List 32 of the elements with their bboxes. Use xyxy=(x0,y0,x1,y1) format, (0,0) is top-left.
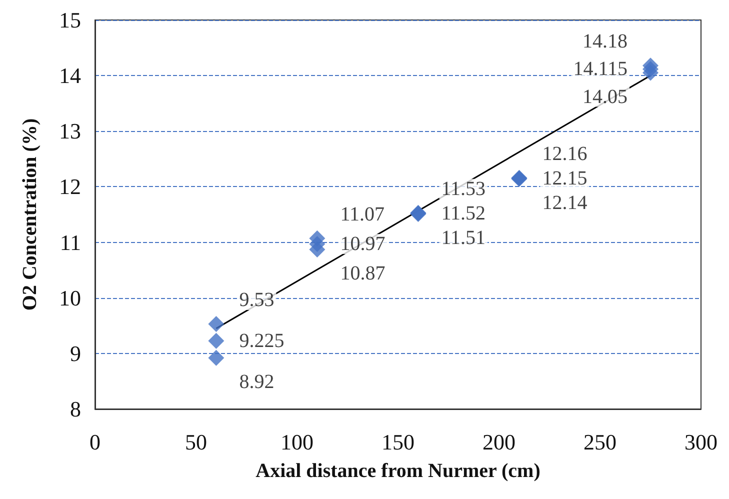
data-label: 10.87 xyxy=(340,262,386,285)
y-tick-label: 8 xyxy=(70,396,81,422)
data-label: 14.115 xyxy=(573,58,628,80)
x-tick-label: 0 xyxy=(90,430,100,454)
data-label: 12.14 xyxy=(542,192,588,214)
data-label: 8.92 xyxy=(239,370,274,393)
x-axis-title: Axial distance from Nurmer (cm) xyxy=(256,460,540,482)
x-tick-label: 200 xyxy=(482,430,516,454)
y-tick-label: 10 xyxy=(59,285,81,310)
data-label: 11.07 xyxy=(340,203,384,226)
x-tick-label: 100 xyxy=(280,430,314,454)
data-label: 11.51 xyxy=(441,226,486,249)
x-tick-label: 150 xyxy=(382,430,414,454)
x-tick-label: 250 xyxy=(584,430,616,454)
x-tick-label: 50 xyxy=(185,430,207,454)
y-tick-label: 14 xyxy=(59,63,81,88)
data-label: 9.53 xyxy=(239,288,274,311)
data-label: 11.53 xyxy=(441,178,486,200)
data-label: 12.15 xyxy=(542,167,588,190)
y-tick-label: 11 xyxy=(60,230,81,255)
y-tick-label: 13 xyxy=(59,118,81,144)
data-label: 10.97 xyxy=(340,232,386,255)
y-tick-label: 12 xyxy=(59,174,81,200)
data-label: 14.18 xyxy=(582,30,628,53)
y-tick-label: 9 xyxy=(70,340,81,366)
y-axis-title: O2 Concentration (%) xyxy=(19,118,41,311)
data-label: 12.16 xyxy=(542,142,588,165)
data-label: 14.05 xyxy=(582,86,628,108)
x-tick-label: 300 xyxy=(684,430,718,454)
data-label: 9.225 xyxy=(239,330,284,352)
data-label: 11.52 xyxy=(441,202,486,224)
y-tick-label: 15 xyxy=(59,8,81,32)
